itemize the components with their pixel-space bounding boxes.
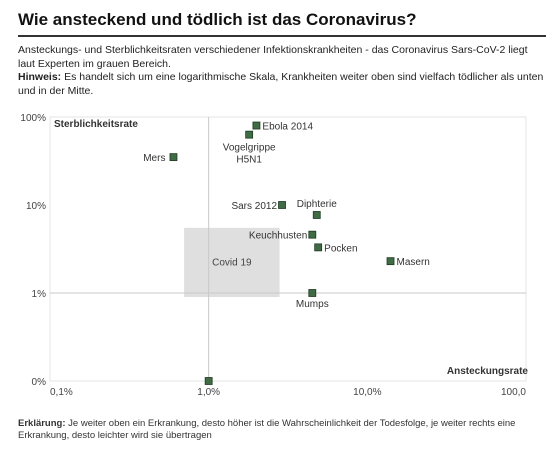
data-point-label: Mumps <box>296 299 329 310</box>
y-tick-label: 10% <box>26 201 46 212</box>
data-point <box>245 130 254 139</box>
data-point-label: Keuchhusten <box>249 231 307 242</box>
data-point-label: Pocken <box>324 243 357 254</box>
x-tick-label: 1,0% <box>197 387 220 398</box>
x-tick-label: 10,0% <box>353 387 381 398</box>
data-point <box>252 121 261 130</box>
data-point <box>308 230 317 239</box>
y-tick-label: 0% <box>32 377 47 388</box>
y-tick-label: 100% <box>20 113 46 124</box>
data-point-label: Sars 2012 <box>231 201 277 212</box>
data-point-label: Ebola 2014 <box>262 122 313 133</box>
footer-label: Erklärung: <box>18 418 66 429</box>
x-tick-label: 100,0 <box>501 387 526 398</box>
plot-frame <box>49 116 527 382</box>
subtitle: Ansteckungs- und Sterblichkeitsraten ver… <box>18 44 528 70</box>
covid-range-label: Covid 19 <box>212 257 252 268</box>
intro-text: Ansteckungs- und Sterblichkeitsraten ver… <box>18 44 546 98</box>
data-point <box>204 377 213 385</box>
data-point-label: Diphterie <box>297 199 337 210</box>
note-text: Es handelt sich um eine logarithmische S… <box>18 71 544 97</box>
data-point <box>312 211 321 219</box>
data-point <box>314 243 323 252</box>
data-point <box>386 257 395 266</box>
data-point <box>308 289 317 297</box>
note-label: Hinweis: <box>18 71 62 83</box>
page-title: Wie ansteckend und tödlich ist das Coron… <box>18 10 417 29</box>
covid-range-region <box>184 227 280 298</box>
data-point <box>169 153 178 162</box>
data-point-label: Mers <box>143 153 165 164</box>
data-point <box>278 201 286 209</box>
y-axis-label: Sterblichkeitsrate <box>54 119 138 130</box>
data-point-label: Vogelgrippe H5N1 <box>223 143 276 166</box>
data-point-label: Masern <box>397 257 430 268</box>
title-divider <box>18 35 546 37</box>
x-tick-label: 0,1% <box>50 387 73 398</box>
footer-text: Je weiter oben ein Erkrankung, desto höh… <box>18 418 516 441</box>
x-axis-label: Ansteckungsrate <box>447 366 529 377</box>
note: Hinweis: Es handelt sich um eine logarit… <box>18 71 546 98</box>
footer-note: Erklärung: Je weiter oben ein Erkrankung… <box>18 418 546 442</box>
y-tick-label: 1% <box>32 289 47 300</box>
